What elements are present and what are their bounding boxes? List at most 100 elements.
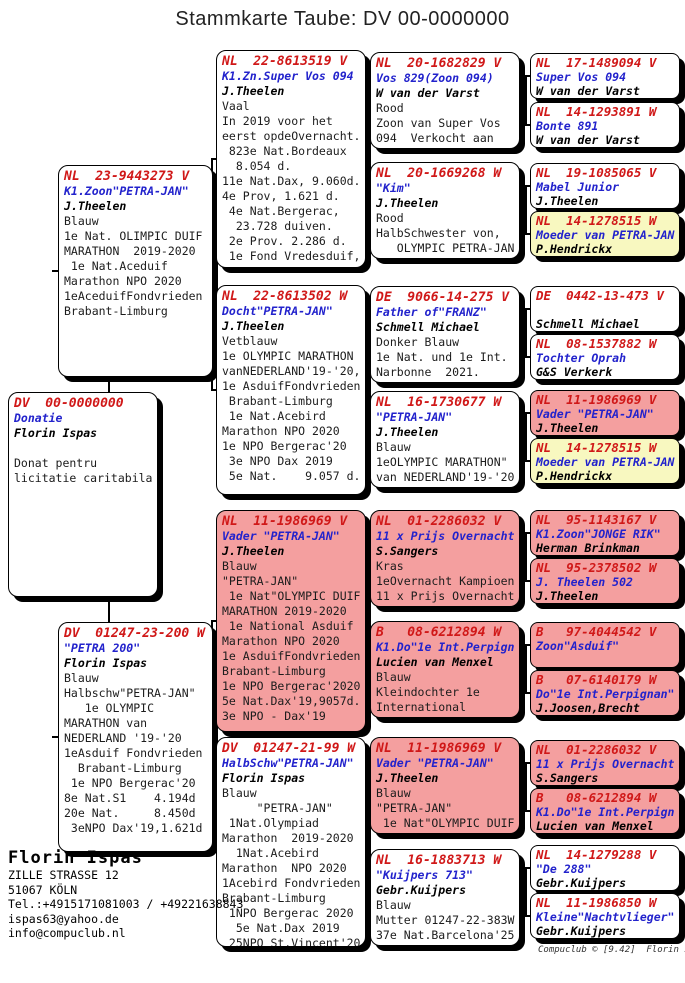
pedigree-box-gg-grandparent: NL 95-2378502 W J. Theelen 502 J.Theelen — [530, 558, 680, 604]
pedigree-box-gg-grandparent: NL 01-2286032 V 11 x Prijs Overnacht S.S… — [530, 740, 680, 786]
pigeon-name: Super Vos 094 — [536, 70, 627, 84]
pedigree-box-gg-grandparent: NL 19-1085065 V Mabel Junior J.Theelen — [530, 163, 680, 209]
connector-line — [365, 896, 370, 899]
owner-name: J.Theelen — [222, 544, 285, 558]
connector-line — [520, 438, 525, 441]
pedigree-box-grandparent: NL 11-1986969 V Vader "PETRA-JAN" J.Thee… — [216, 510, 366, 732]
ring-number: NL 95-1143167 V — [536, 512, 657, 527]
owner-name: P.Hendrickx — [536, 242, 613, 256]
connector-line — [520, 99, 525, 102]
ring-number: DV 01247-21-99 W — [222, 741, 356, 756]
connector-line — [525, 356, 530, 358]
pigeon-notes: Rood Zoon van Super Vos 094 Verkocht aan — [376, 101, 501, 145]
pedigree-box-father: NL 23-9443273 V K1.Zoon"PETRA-JAN" J.The… — [58, 165, 213, 377]
ring-number: NL 20-1669268 W — [376, 166, 502, 181]
connector-line — [211, 389, 216, 391]
ring-number: NL 19-1085065 V — [536, 165, 657, 180]
connector-line — [520, 668, 525, 671]
pigeon-name: Moeder van PETRA-JAN — [536, 455, 675, 469]
owner-name: J.Theelen — [536, 421, 599, 435]
ring-number: NL 17-1489094 V — [536, 55, 657, 70]
ring-number: NL 11-1986969 V — [536, 392, 657, 407]
connector-line — [525, 412, 530, 414]
pigeon-notes: Blauw "PETRA-JAN" 1Nat.Olympiad Marathon… — [222, 786, 361, 947]
pigeon-notes: Blauw Mutter 01247-22-383W 37e Nat.Barce… — [376, 898, 515, 942]
connector-line — [525, 460, 530, 462]
pedigree-box-gg-grandparent: B 97-4044542 V Zoon"Asduif" — [530, 622, 680, 668]
ring-number: NL 14-1293891 W — [536, 104, 657, 119]
ring-number: NL 22-8613502 W — [222, 289, 348, 304]
connector-line — [108, 597, 110, 622]
pigeon-notes: Blauw Halbschw"PETRA-JAN" 1e OLYMPIC MAR… — [64, 671, 203, 835]
owner-name: Florin Ispas — [222, 771, 306, 785]
connector-line — [52, 736, 58, 738]
ring-number: DE 9066-14-275 V — [376, 290, 510, 305]
pigeon-notes: Vetblauw 1e OLYMPIC MARATHON vanNEDERLAN… — [222, 334, 361, 483]
ring-number: NL 20-1682829 V — [376, 56, 502, 71]
pedigree-box-great-grandparent: NL 01-2286032 V 11 x Prijs Overnacht S.S… — [370, 510, 520, 607]
pedigree-box-gg-grandparent: NL 14-1278515 W Moeder van PETRA-JAN P.H… — [530, 211, 680, 257]
owner-name: J.Theelen — [376, 425, 439, 439]
page-title: Stammkarte Taube: DV 00-0000000 — [175, 8, 510, 30]
pigeon-notes: Blauw 1eOLYMPIC MARATHON" van NEDERLAND'… — [376, 440, 515, 484]
ring-number: NL 08-1537882 W — [536, 336, 657, 351]
pedigree-box-grandparent: NL 22-8613519 V K1.Zn.Super Vos 094 J.Th… — [216, 50, 366, 268]
connector-line — [525, 308, 527, 358]
pigeon-notes: Blauw Kleindochter 1e International — [376, 670, 480, 714]
pigeon-notes: Vaal In 2019 voor het eerst opdeOvernach… — [222, 99, 361, 263]
pigeon-name: Bonte 891 — [536, 119, 599, 133]
pigeon-name: Tochter Oprah — [536, 351, 627, 365]
owner-name: Herman Brinkman — [536, 541, 640, 555]
pedigree-box-great-grandparent: NL 16-1883713 W "Kuijpers 713" Gebr.Kuij… — [370, 849, 520, 946]
connector-line — [365, 99, 367, 212]
connector-line — [365, 784, 367, 899]
owner-name: J.Theelen — [536, 194, 599, 208]
connector-line — [525, 233, 530, 235]
connector-line — [525, 75, 530, 77]
owner-name: J.Theelen — [222, 319, 285, 333]
owner-name: Schmell Michael — [536, 317, 640, 331]
owner-name: J.Theelen — [222, 84, 285, 98]
breeder-name: Florin Ispas — [8, 848, 143, 868]
breeder-contact: Florin Ispas ZILLE STRASSE 12 51067 KÖLN… — [8, 848, 243, 941]
pigeon-name: K1.Zoon"PETRA-JAN" — [64, 184, 189, 198]
pedigree-box-great-grandparent: NL 20-1669268 W "Kim" J.Theelen Rood Hal… — [370, 162, 520, 259]
connector-line — [211, 158, 216, 160]
connector-line — [365, 209, 370, 212]
connector-line — [520, 557, 525, 560]
pedigree-box-subject: DV 00-0000000 Donatie Florin Ispas Donat… — [8, 392, 158, 597]
owner-name: J.Theelen — [376, 196, 439, 210]
ring-number: B 08-6212894 W — [536, 790, 657, 805]
ring-number: B 08-6212894 W — [376, 625, 502, 640]
owner-name — [536, 653, 677, 667]
pedigree-box-great-grandparent: DE 9066-14-275 V Father of"FRANZ" Schmel… — [370, 286, 520, 383]
connector-line — [525, 124, 530, 126]
owner-name: Schmell Michael — [376, 320, 480, 334]
connector-line — [211, 841, 216, 843]
owner-name: Florin Ispas — [64, 656, 148, 670]
connector-line — [365, 557, 367, 671]
pigeon-notes: Donker Blauw 1e Nat. und 1e Int. Narbonn… — [376, 335, 508, 379]
connector-line — [525, 692, 530, 694]
connector-line — [520, 209, 525, 212]
owner-name: Gebr.Kuijpers — [376, 883, 467, 897]
pigeon-name: K1.Do"1e Int.Perpign — [376, 640, 515, 654]
connector-line — [525, 867, 530, 869]
connector-line — [525, 644, 530, 646]
pigeon-name: Docht"PETRA-JAN" — [222, 304, 333, 318]
connector-line — [365, 438, 370, 441]
pigeon-notes: Donat pentru licitatie caritabila — [14, 456, 153, 485]
connector-line — [525, 867, 527, 917]
connector-line — [365, 333, 370, 336]
ring-number: NL 11-1986969 V — [222, 514, 348, 529]
owner-name: J.Theelen — [64, 199, 127, 213]
pigeon-name: K1.Zoon"JONGE RIK" — [536, 527, 661, 541]
pedigree-box-great-grandparent: NL 11-1986969 V Vader "PETRA-JAN" J.Thee… — [370, 737, 520, 834]
pigeon-name: Mabel Junior — [536, 180, 620, 194]
pedigree-box-gg-grandparent: B 08-6212894 W K1.Do"1e Int.Perpign Luci… — [530, 788, 680, 834]
connector-line — [520, 333, 525, 336]
pigeon-name: Donatie — [14, 411, 63, 425]
pigeon-notes: Blauw 1e Nat. OLIMPIC DUIF MARATHON 2019… — [64, 214, 203, 318]
connector-line — [525, 532, 527, 582]
